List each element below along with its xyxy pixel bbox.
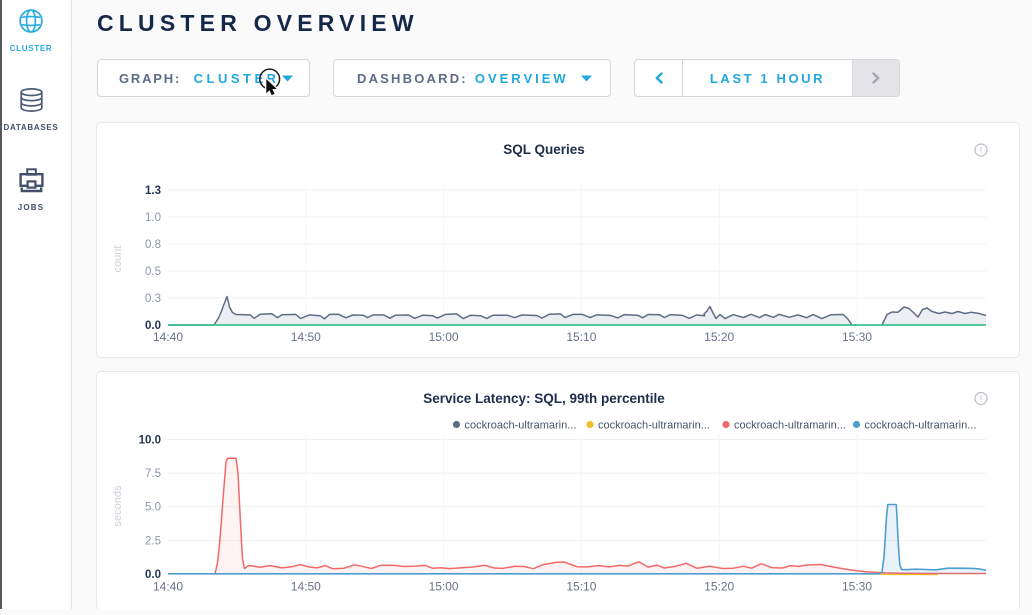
svg-text:14:40: 14:40 — [153, 580, 183, 594]
svg-text:seconds: seconds — [112, 485, 124, 526]
svg-text:5.0: 5.0 — [145, 502, 161, 514]
svg-text:!: ! — [980, 394, 983, 404]
svg-text:15:10: 15:10 — [566, 330, 596, 344]
svg-text:10.0: 10.0 — [139, 434, 161, 446]
svg-text:1.0: 1.0 — [145, 212, 161, 224]
svg-text:0.8: 0.8 — [145, 239, 161, 251]
svg-text:SQL Queries: SQL Queries — [503, 142, 585, 157]
svg-text:15:20: 15:20 — [704, 580, 734, 594]
svg-text:15:20: 15:20 — [704, 330, 734, 344]
svg-text:count: count — [112, 246, 124, 273]
svg-text:0.0: 0.0 — [145, 320, 161, 332]
svg-text:cockroach-ultramarin...: cockroach-ultramarin... — [465, 420, 577, 432]
svg-text:0.0: 0.0 — [145, 569, 161, 581]
svg-text:cockroach-ultramarin...: cockroach-ultramarin... — [598, 420, 710, 432]
svg-text:15:30: 15:30 — [842, 330, 872, 344]
svg-text:14:50: 14:50 — [291, 580, 321, 594]
svg-text:15:00: 15:00 — [429, 330, 459, 344]
svg-text:Service Latency: SQL, 99th per: Service Latency: SQL, 99th percentile — [423, 391, 665, 406]
svg-text:0.5: 0.5 — [145, 266, 161, 278]
svg-text:cockroach-ultramarin...: cockroach-ultramarin... — [865, 420, 977, 432]
svg-text:7.5: 7.5 — [145, 468, 161, 480]
svg-text:0.3: 0.3 — [145, 293, 161, 305]
svg-text:14:40: 14:40 — [153, 330, 183, 344]
svg-text:!: ! — [980, 145, 983, 155]
svg-text:14:50: 14:50 — [291, 330, 321, 344]
svg-text:1.3: 1.3 — [145, 185, 161, 197]
svg-text:cockroach-ultramarin...: cockroach-ultramarin... — [734, 420, 846, 432]
svg-text:15:00: 15:00 — [429, 580, 459, 594]
svg-text:15:10: 15:10 — [566, 580, 596, 594]
svg-text:2.5: 2.5 — [145, 535, 161, 547]
svg-text:15:30: 15:30 — [842, 580, 872, 594]
